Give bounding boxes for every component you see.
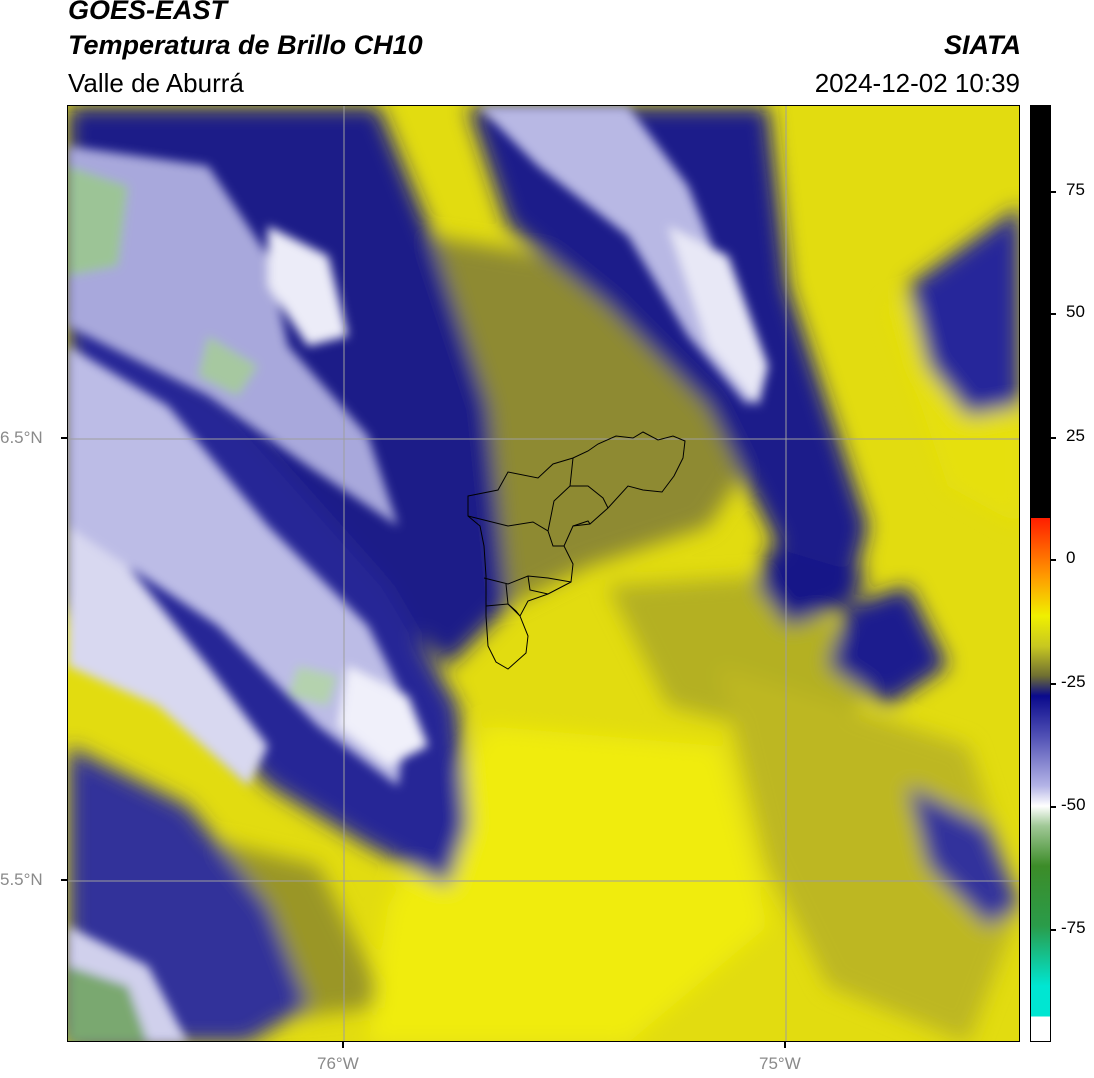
satellite-title: GOES-EAST bbox=[68, 0, 228, 25]
colorbar-tick bbox=[1050, 313, 1056, 315]
lat-tick-6-5 bbox=[61, 437, 67, 439]
colorbar-tick bbox=[1050, 437, 1056, 439]
product-title: Temperatura de Brillo CH10 bbox=[68, 30, 423, 60]
agency-label: SIATA bbox=[944, 30, 1021, 60]
lon-tick-76 bbox=[342, 1042, 344, 1048]
colorbar-label: 25 bbox=[1066, 426, 1085, 445]
colorbar-tick bbox=[1050, 191, 1056, 193]
colorbar-tick bbox=[1050, 929, 1056, 931]
lon-label-76w: 76°W bbox=[317, 1054, 359, 1073]
colorbar-label: -25 bbox=[1061, 672, 1086, 691]
brightness-temperature-map[interactable] bbox=[67, 105, 1020, 1042]
colorbar-label: -50 bbox=[1061, 795, 1086, 814]
colorbar-label: -75 bbox=[1061, 918, 1086, 937]
colorbar-label: 75 bbox=[1066, 180, 1085, 199]
lat-tick-5-5 bbox=[61, 879, 67, 881]
aburra-valley-boundaries bbox=[467, 431, 686, 670]
temperature-colorbar bbox=[1030, 105, 1051, 1042]
map-canvas bbox=[68, 106, 1019, 1041]
colorbar-tick bbox=[1050, 683, 1056, 685]
colorbar-tick bbox=[1050, 559, 1056, 561]
colorbar-label: 0 bbox=[1066, 548, 1076, 567]
lat-label-5-5n: 5.5°N bbox=[0, 870, 43, 889]
colorbar-tick bbox=[1050, 806, 1056, 808]
colorbar-label: 50 bbox=[1066, 302, 1085, 321]
lon-tick-75 bbox=[784, 1042, 786, 1048]
lat-label-6-5n: 6.5°N bbox=[0, 428, 43, 447]
datetime-label: 2024-12-02 10:39 bbox=[814, 68, 1020, 98]
region-label: Valle de Aburrá bbox=[68, 68, 244, 98]
lon-label-75w: 75°W bbox=[759, 1054, 801, 1073]
